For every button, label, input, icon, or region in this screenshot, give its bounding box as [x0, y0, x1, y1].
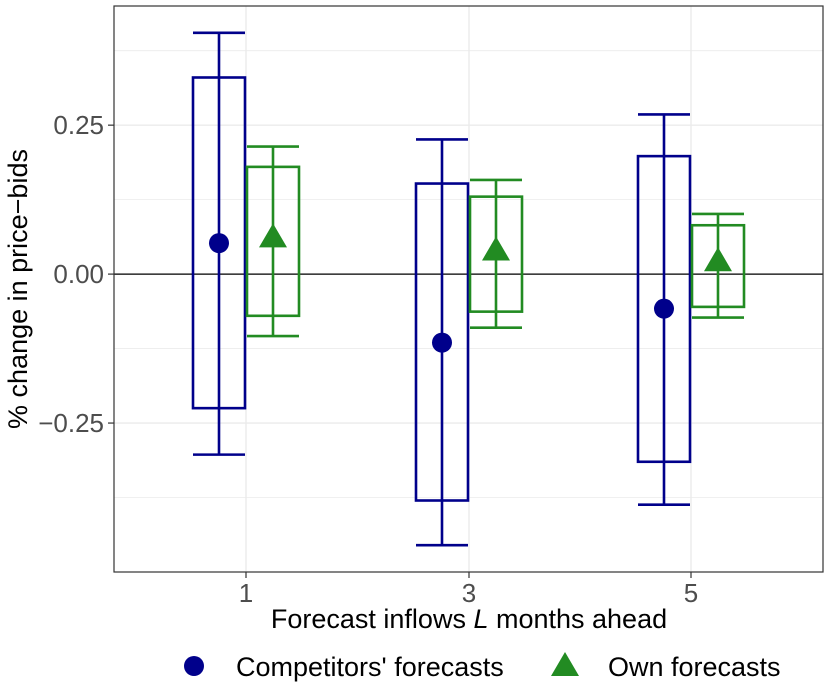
- box: [690, 223, 746, 309]
- point-circle: [654, 298, 674, 319]
- x-tick-label: 3: [462, 578, 476, 608]
- x-tick-label: 5: [684, 578, 698, 608]
- series-1-category-3: [468, 178, 524, 330]
- y-tick-label: 0.00: [53, 259, 104, 289]
- x-axis-title: Forecast inflows L months ahead: [271, 604, 667, 634]
- series-1-category-1: [245, 145, 301, 338]
- box: [468, 195, 524, 313]
- plot-marks: [191, 31, 746, 547]
- x-tick-label: 1: [239, 578, 253, 608]
- series-0-category-1: [191, 31, 247, 456]
- point-triangle: [482, 236, 510, 261]
- box: [414, 182, 470, 502]
- legend-label-competitors: Competitors' forecasts: [236, 652, 504, 682]
- legend: Competitors' forecasts Own forecasts: [184, 652, 781, 682]
- y-tick-label: 0.25: [53, 110, 104, 140]
- series-0-category-3: [414, 138, 470, 547]
- box: [191, 76, 247, 410]
- legend-label-own: Own forecasts: [608, 652, 781, 682]
- series-0-category-5: [636, 113, 692, 506]
- y-axis-title: % change in price−bids: [3, 149, 33, 429]
- series-1-category-5: [690, 212, 746, 319]
- point-triangle: [704, 247, 732, 272]
- box: [245, 165, 301, 318]
- point-triangle: [259, 223, 287, 248]
- point-circle: [432, 332, 452, 353]
- legend-circle-marker: [184, 656, 204, 676]
- box: [636, 154, 692, 464]
- y-axis: −0.25 0.00 0.25: [38, 110, 114, 438]
- point-circle: [209, 233, 229, 254]
- legend-item-competitors: Competitors' forecasts: [184, 652, 504, 682]
- legend-item-own: Own forecasts: [551, 652, 781, 682]
- legend-triangle-marker: [551, 652, 579, 676]
- y-tick-label: −0.25: [38, 408, 104, 438]
- x-axis: 1 3 5: [239, 572, 698, 608]
